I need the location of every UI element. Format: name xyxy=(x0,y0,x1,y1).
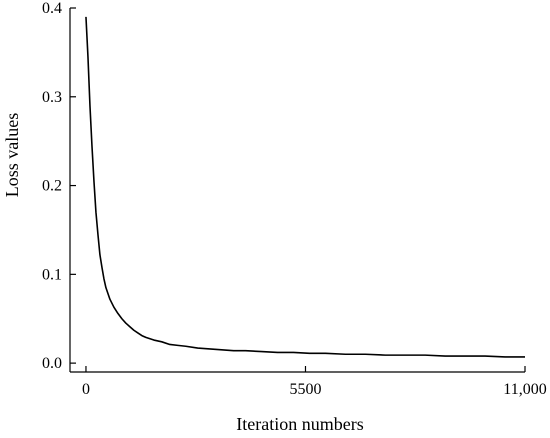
y-tick-label: 0.3 xyxy=(42,89,62,106)
y-tick-label: 0.1 xyxy=(42,266,62,283)
y-tick-label: 0.4 xyxy=(42,0,62,17)
x-tick-label: 5500 xyxy=(289,381,321,398)
ticks: 0.0 0.1 0.2 0.3 0.4 0 5500 11,000 xyxy=(42,0,547,398)
series-layer xyxy=(85,16,525,358)
x-tick-label: 11,000 xyxy=(503,381,546,398)
y-axis-title: Loss values xyxy=(2,113,22,198)
x-axis-title: Iteration numbers xyxy=(236,414,363,434)
y-tick-label: 0.0 xyxy=(42,355,62,372)
axes xyxy=(69,8,525,373)
x-tick-label: 0 xyxy=(82,381,90,398)
loss-series-line xyxy=(85,16,525,358)
y-tick-label: 0.2 xyxy=(42,178,62,195)
